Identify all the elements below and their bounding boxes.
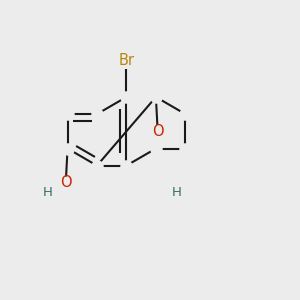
Text: O: O <box>152 124 164 139</box>
Text: H: H <box>172 186 182 199</box>
Text: H: H <box>43 186 52 199</box>
Text: O: O <box>60 176 71 190</box>
Text: Br: Br <box>118 53 134 68</box>
